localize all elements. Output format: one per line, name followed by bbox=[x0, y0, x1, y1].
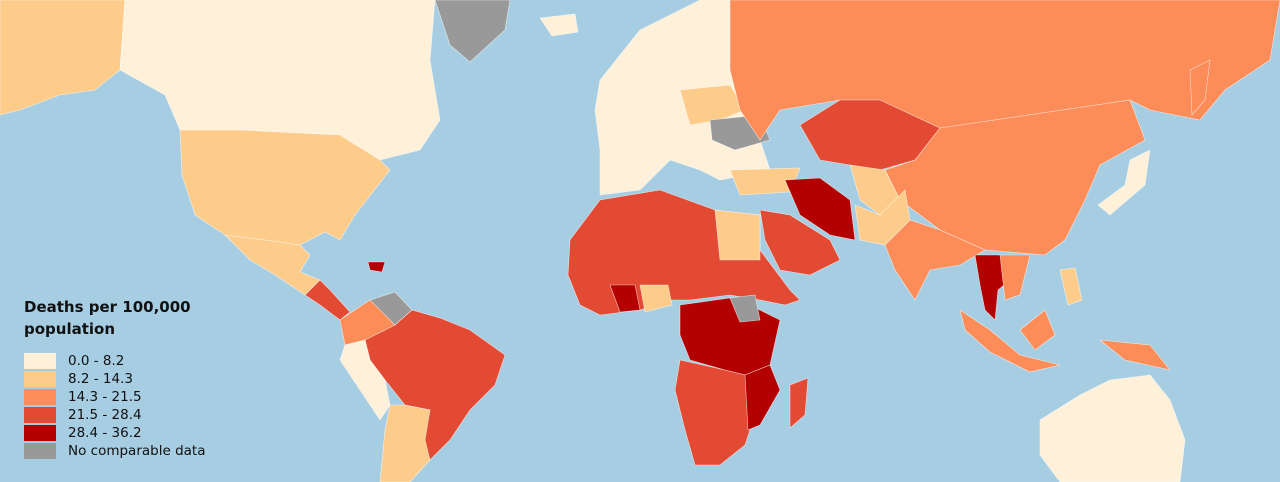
legend-label: 0.0 - 8.2 bbox=[68, 353, 125, 369]
legend-item: 28.4 - 36.2 bbox=[24, 424, 224, 442]
country bbox=[679, 84, 746, 126]
country bbox=[789, 377, 809, 429]
country bbox=[179, 129, 391, 246]
legend-swatch bbox=[24, 407, 56, 423]
country bbox=[674, 359, 761, 466]
legend-item: No comparable data bbox=[24, 442, 224, 460]
country bbox=[1039, 374, 1186, 482]
legend-label: 28.4 - 36.2 bbox=[68, 425, 142, 441]
legend-item: 8.2 - 14.3 bbox=[24, 370, 224, 388]
country bbox=[784, 177, 856, 241]
country bbox=[379, 404, 431, 482]
country bbox=[609, 284, 641, 313]
legend-label: 14.3 - 21.5 bbox=[68, 389, 142, 405]
legend-item: 21.5 - 28.4 bbox=[24, 406, 224, 424]
legend-title: Deaths per 100,000 population bbox=[24, 298, 191, 338]
country bbox=[714, 209, 761, 261]
legend: Deaths per 100,000 population 0.0 - 8.2 8… bbox=[24, 296, 224, 460]
country bbox=[639, 284, 673, 313]
country bbox=[434, 0, 511, 63]
country bbox=[1019, 309, 1056, 351]
legend-items: 0.0 - 8.2 8.2 - 14.3 14.3 - 21.5 21.5 - 28.… bbox=[24, 352, 224, 460]
country bbox=[729, 294, 761, 323]
legend-swatch bbox=[24, 443, 56, 459]
country bbox=[1189, 59, 1211, 116]
country bbox=[744, 364, 781, 431]
country bbox=[224, 234, 321, 296]
country bbox=[1099, 339, 1171, 371]
legend-swatch bbox=[24, 389, 56, 405]
legend-label: No comparable data bbox=[68, 443, 206, 459]
country bbox=[884, 219, 986, 301]
legend-label: 8.2 - 14.3 bbox=[68, 371, 133, 387]
country bbox=[364, 309, 506, 461]
legend-swatch bbox=[24, 425, 56, 441]
legend-item: 14.3 - 21.5 bbox=[24, 388, 224, 406]
country bbox=[959, 309, 1061, 373]
country bbox=[539, 13, 579, 37]
country bbox=[1097, 149, 1151, 216]
legend-swatch bbox=[24, 371, 56, 387]
country bbox=[1059, 267, 1083, 306]
country bbox=[999, 254, 1031, 301]
legend-swatch bbox=[24, 353, 56, 369]
country bbox=[304, 279, 351, 321]
country bbox=[367, 261, 386, 273]
country bbox=[759, 209, 841, 276]
legend-item: 0.0 - 8.2 bbox=[24, 352, 224, 370]
legend-label: 21.5 - 28.4 bbox=[68, 407, 142, 423]
